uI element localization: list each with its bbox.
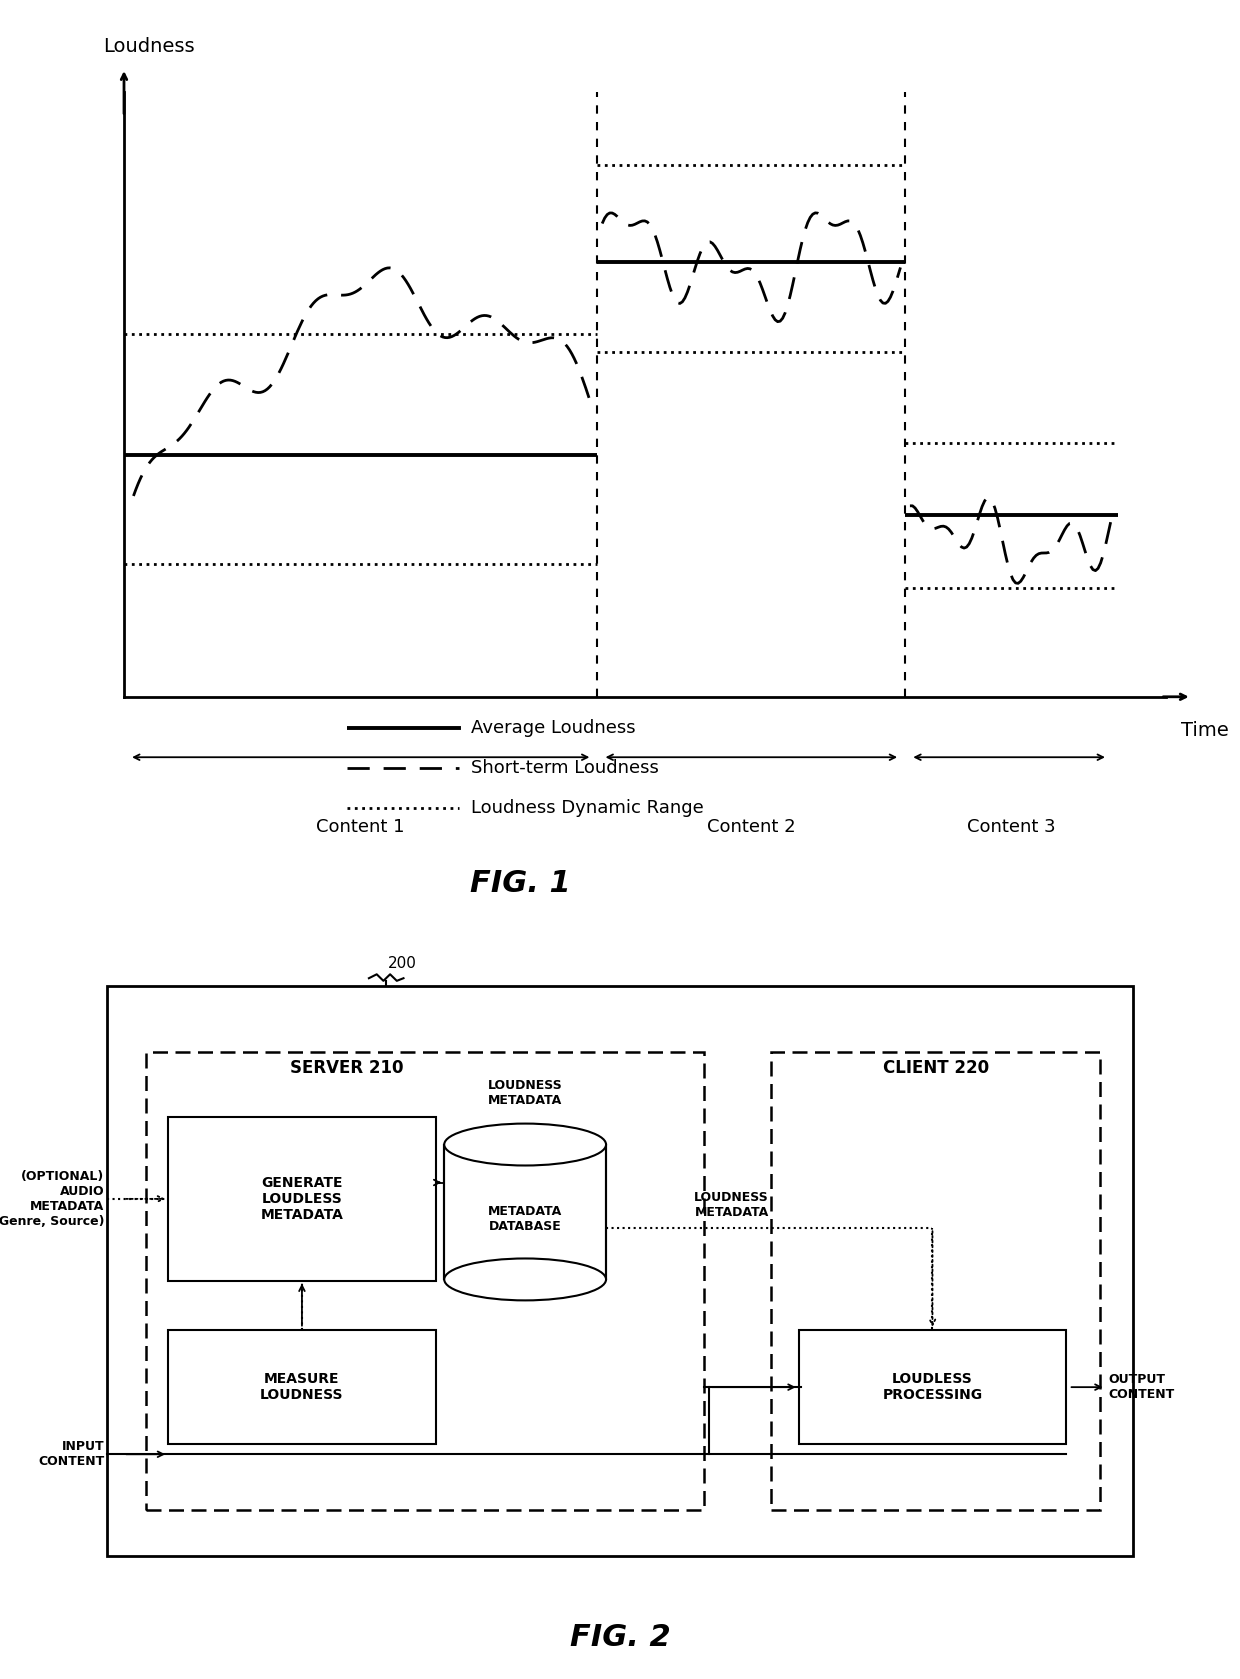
Text: INPUT
CONTENT: INPUT CONTENT bbox=[38, 1441, 104, 1467]
Bar bbox=[107, 986, 1133, 1556]
Text: SERVER 210: SERVER 210 bbox=[290, 1059, 403, 1076]
Text: (OPTIONAL)
AUDIO
METADATA
(Genre, Source): (OPTIONAL) AUDIO METADATA (Genre, Source… bbox=[0, 1170, 104, 1227]
Text: LOUDNESS
METADATA: LOUDNESS METADATA bbox=[694, 1190, 769, 1219]
Bar bbox=[169, 1117, 436, 1281]
Text: Loudness Dynamic Range: Loudness Dynamic Range bbox=[471, 799, 704, 818]
Text: Content 3: Content 3 bbox=[967, 818, 1056, 836]
Text: 200: 200 bbox=[388, 955, 417, 970]
Text: OUTPUT
CONTENT: OUTPUT CONTENT bbox=[1109, 1373, 1176, 1402]
Text: LOUDNESS
METADATA: LOUDNESS METADATA bbox=[487, 1080, 563, 1106]
Text: Loudness: Loudness bbox=[103, 37, 195, 55]
Text: Content 2: Content 2 bbox=[707, 818, 796, 836]
Text: Time: Time bbox=[1182, 720, 1229, 740]
Bar bbox=[770, 1051, 1100, 1509]
Text: FIG. 1: FIG. 1 bbox=[470, 868, 572, 898]
Text: MEASURE
LOUDNESS: MEASURE LOUDNESS bbox=[260, 1372, 343, 1402]
Bar bbox=[799, 1330, 1066, 1444]
Text: Short-term Loudness: Short-term Loudness bbox=[471, 759, 660, 777]
Text: GENERATE
LOUDLESS
METADATA: GENERATE LOUDLESS METADATA bbox=[260, 1175, 343, 1222]
Bar bbox=[146, 1051, 704, 1509]
Bar bbox=[444, 1145, 606, 1279]
Text: FIG. 2: FIG. 2 bbox=[569, 1622, 671, 1652]
Text: CLIENT 220: CLIENT 220 bbox=[883, 1059, 988, 1076]
Text: LOUDLESS
PROCESSING: LOUDLESS PROCESSING bbox=[883, 1372, 982, 1402]
Text: METADATA
DATABASE: METADATA DATABASE bbox=[489, 1204, 562, 1232]
Ellipse shape bbox=[444, 1123, 606, 1165]
Text: Content 1: Content 1 bbox=[316, 818, 405, 836]
Text: Average Loudness: Average Loudness bbox=[471, 719, 636, 737]
Bar bbox=[169, 1330, 436, 1444]
Ellipse shape bbox=[444, 1259, 606, 1300]
